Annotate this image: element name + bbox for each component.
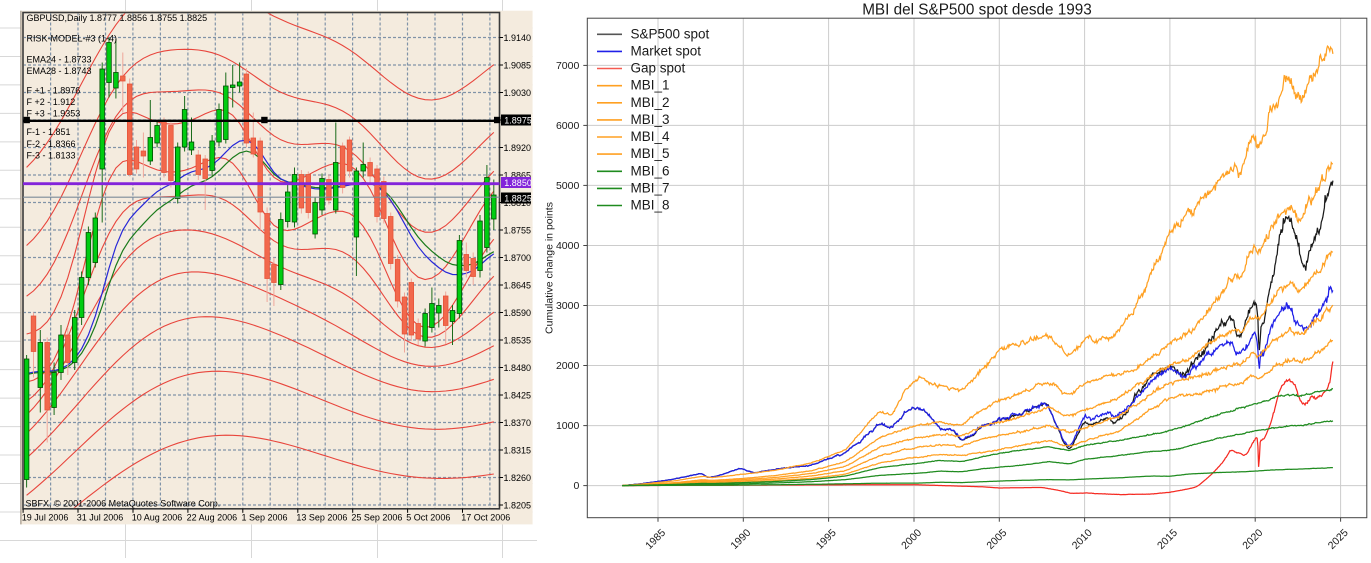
svg-text:S&P500 spot: S&P500 spot bbox=[631, 26, 710, 41]
svg-text:MBI_7: MBI_7 bbox=[631, 180, 670, 195]
svg-text:1.9085: 1.9085 bbox=[504, 60, 532, 70]
svg-text:31 Jul 2006: 31 Jul 2006 bbox=[77, 512, 124, 522]
svg-text:F-2 - 1.8366: F-2 - 1.8366 bbox=[27, 139, 76, 149]
svg-text:1.8425: 1.8425 bbox=[504, 390, 532, 400]
svg-text:1.8590: 1.8590 bbox=[504, 308, 532, 318]
svg-text:1.8755: 1.8755 bbox=[504, 225, 532, 235]
svg-text:MBI_8: MBI_8 bbox=[631, 198, 670, 213]
svg-text:7000: 7000 bbox=[556, 60, 580, 72]
svg-text:6000: 6000 bbox=[556, 120, 580, 132]
svg-text:1.8315: 1.8315 bbox=[504, 445, 532, 455]
svg-text:1.8850: 1.8850 bbox=[504, 178, 532, 188]
svg-text:MBI_1: MBI_1 bbox=[631, 78, 670, 93]
svg-text:EMA28 - 1.8743: EMA28 - 1.8743 bbox=[27, 66, 92, 76]
svg-text:MBI_6: MBI_6 bbox=[631, 163, 670, 178]
svg-text:RISK-MODEL-#3 (1-4): RISK-MODEL-#3 (1-4) bbox=[27, 34, 118, 44]
svg-text:13 Sep 2006: 13 Sep 2006 bbox=[296, 512, 347, 522]
svg-text:17 Oct 2006: 17 Oct 2006 bbox=[461, 512, 510, 522]
svg-text:1 Sep 2006: 1 Sep 2006 bbox=[242, 512, 288, 522]
svg-text:10 Aug 2006: 10 Aug 2006 bbox=[132, 512, 183, 522]
svg-text:19 Jul 2006: 19 Jul 2006 bbox=[22, 512, 69, 522]
svg-text:1.8645: 1.8645 bbox=[504, 280, 532, 290]
svg-text:F +3 - 1.9353: F +3 - 1.9353 bbox=[27, 109, 81, 119]
svg-text:22 Aug 2006: 22 Aug 2006 bbox=[187, 512, 238, 522]
svg-text:F-3 - 1.8133: F-3 - 1.8133 bbox=[27, 150, 76, 160]
svg-text:5000: 5000 bbox=[556, 180, 580, 192]
svg-text:1000: 1000 bbox=[556, 420, 580, 432]
svg-text:Cumulative change in points: Cumulative change in points bbox=[544, 202, 556, 334]
svg-text:MBI del S&P500 spot desde 1993: MBI del S&P500 spot desde 1993 bbox=[862, 2, 1092, 19]
svg-text:EMA24 - 1.8733: EMA24 - 1.8733 bbox=[27, 55, 92, 65]
svg-text:F-1 - 1.851: F-1 - 1.851 bbox=[27, 127, 71, 137]
svg-text:F +1 - 1.8976: F +1 - 1.8976 bbox=[27, 86, 81, 96]
svg-text:1.8920: 1.8920 bbox=[504, 143, 532, 153]
svg-text:0: 0 bbox=[573, 480, 579, 492]
svg-text:1.8205: 1.8205 bbox=[504, 500, 532, 510]
svg-text:1.8480: 1.8480 bbox=[504, 363, 532, 373]
svg-text:Gap spot: Gap spot bbox=[631, 61, 686, 76]
svg-text:1.9140: 1.9140 bbox=[504, 33, 532, 43]
svg-text:1.8865: 1.8865 bbox=[504, 170, 532, 180]
svg-text:MBI_3: MBI_3 bbox=[631, 112, 670, 127]
svg-text:1.9030: 1.9030 bbox=[504, 88, 532, 98]
svg-text:F +2 - 1.912: F +2 - 1.912 bbox=[27, 97, 76, 107]
svg-text:3000: 3000 bbox=[556, 300, 580, 312]
svg-text:25 Sep 2006: 25 Sep 2006 bbox=[351, 512, 402, 522]
svg-text:4000: 4000 bbox=[556, 240, 580, 252]
svg-text:MBI_2: MBI_2 bbox=[631, 95, 670, 110]
svg-text:1.8700: 1.8700 bbox=[504, 253, 532, 263]
svg-text:MBI_4: MBI_4 bbox=[631, 129, 671, 144]
svg-text:MBI_5: MBI_5 bbox=[631, 146, 670, 161]
svg-text:1.8825: 1.8825 bbox=[504, 193, 532, 203]
svg-text:Market spot: Market spot bbox=[631, 43, 702, 58]
svg-text:2000: 2000 bbox=[556, 360, 580, 372]
svg-text:SBFX, © 2001-2006 MetaQuotes S: SBFX, © 2001-2006 MetaQuotes Software Co… bbox=[26, 499, 221, 509]
svg-text:1.8535: 1.8535 bbox=[504, 335, 532, 345]
svg-text:1.8975: 1.8975 bbox=[504, 115, 532, 125]
svg-text:1.8260: 1.8260 bbox=[504, 473, 532, 483]
svg-text:GBPUSD,Daily 1.8777 1.8856 1.: GBPUSD,Daily 1.8777 1.8856 1.8755 1.8825 bbox=[27, 13, 208, 23]
svg-text:5 Oct 2006: 5 Oct 2006 bbox=[406, 512, 450, 522]
svg-text:1.8370: 1.8370 bbox=[504, 418, 532, 428]
